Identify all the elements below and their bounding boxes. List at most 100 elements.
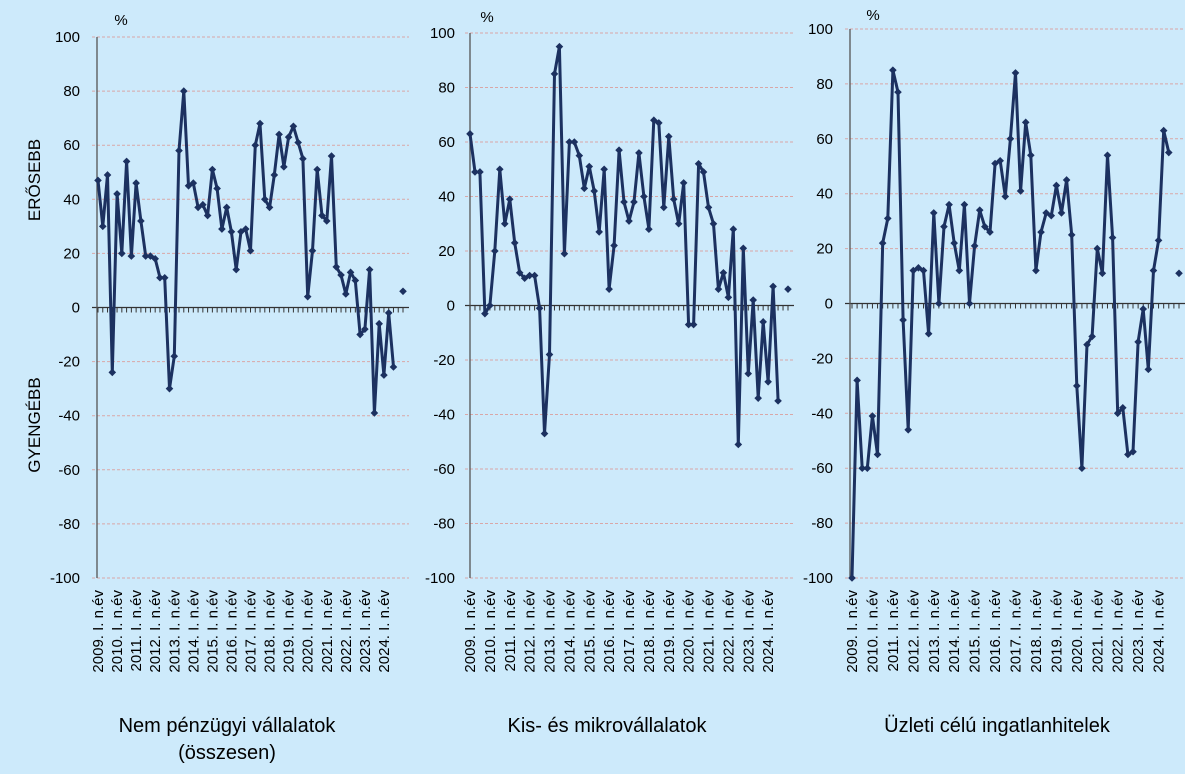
marker — [241, 225, 250, 233]
marker — [227, 227, 236, 236]
y-tick-label: -80 — [58, 516, 80, 533]
x-tick-label: 2013. I. n.év — [166, 590, 183, 673]
marker — [580, 184, 589, 193]
marker — [342, 290, 350, 298]
marker — [669, 195, 678, 204]
marker — [1118, 404, 1127, 412]
panel-title: Nem pénzügyi vállalatok — [119, 715, 337, 737]
marker — [1083, 340, 1091, 349]
y-tick-label: -20 — [58, 354, 80, 371]
y-tick-label: 20 — [438, 243, 455, 260]
marker — [156, 273, 164, 282]
marker — [170, 352, 179, 360]
marker — [1113, 409, 1122, 418]
x-tick-label: 2012. I. n.év — [522, 590, 539, 673]
x-tick-label: 2020. I. n.év — [1069, 590, 1086, 673]
marker — [94, 176, 102, 185]
y-tick-label: 40 — [438, 189, 455, 206]
marker — [975, 206, 984, 214]
x-tick-label: 2011. I. n.év — [128, 590, 145, 672]
marker — [471, 168, 479, 176]
x-tick-label: 2016. I. n.év — [223, 590, 240, 673]
marker — [1103, 151, 1112, 160]
x-tick-label: 2017. I. n.év — [243, 590, 260, 673]
y-tick-label: -20 — [811, 350, 833, 367]
marker — [1175, 269, 1183, 278]
marker — [486, 301, 494, 310]
marker — [318, 211, 326, 220]
y-tick-label: -100 — [803, 570, 833, 587]
marker — [1021, 118, 1030, 127]
x-tick-label: 2014. I. n.év — [946, 590, 963, 673]
marker — [275, 130, 283, 139]
marker — [965, 299, 974, 308]
x-tick-label: 2016. I. n.év — [601, 590, 618, 673]
marker — [986, 228, 994, 236]
marker — [674, 219, 683, 228]
marker — [555, 42, 564, 51]
marker — [384, 309, 393, 317]
marker — [899, 316, 907, 324]
marker — [894, 88, 902, 96]
marker — [208, 165, 217, 174]
x-tick-label: 2018. I. n.év — [262, 590, 279, 673]
x-tick-label: 2012. I. n.év — [905, 590, 922, 673]
marker — [655, 119, 663, 127]
marker — [118, 249, 126, 258]
marker — [744, 369, 753, 378]
marker — [955, 266, 964, 275]
marker — [232, 265, 241, 274]
marker — [645, 225, 653, 233]
marker — [940, 222, 948, 231]
marker — [1011, 69, 1020, 77]
marker — [784, 285, 792, 293]
marker — [294, 138, 302, 147]
marker — [595, 228, 603, 236]
x-tick-label: 2019. I. n.év — [281, 590, 298, 673]
y-tick-label: -20 — [433, 352, 455, 369]
marker — [1159, 126, 1168, 135]
marker — [332, 263, 341, 271]
marker — [466, 130, 474, 138]
x-tick-label: 2021. I. n.év — [701, 590, 718, 673]
marker — [284, 133, 293, 141]
y-tick-label: 0 — [825, 296, 833, 313]
marker — [1149, 266, 1158, 275]
marker — [365, 265, 374, 274]
marker — [848, 574, 856, 582]
marker — [256, 119, 264, 128]
marker — [739, 244, 748, 253]
y-tick-label: -100 — [425, 570, 455, 587]
marker — [659, 203, 668, 212]
y-tick-label: 100 — [55, 29, 80, 46]
marker — [351, 276, 360, 285]
marker — [759, 318, 767, 326]
marker — [127, 252, 136, 260]
marker — [299, 154, 307, 163]
marker — [914, 264, 923, 272]
panel-title: Üzleti célú ingatlanhitelek — [884, 715, 1111, 737]
x-tick-label: 2023. I. n.év — [740, 590, 757, 673]
marker — [868, 412, 877, 420]
marker — [1016, 187, 1025, 195]
y-tick-label: -40 — [433, 407, 455, 424]
marker — [873, 450, 882, 459]
x-tick-label: 2016. I. n.év — [987, 590, 1004, 673]
x-tick-label: 2015. I. n.év — [581, 590, 598, 673]
y-tick-label: -100 — [50, 570, 80, 587]
marker — [132, 179, 140, 187]
x-tick-label: 2013. I. n.év — [926, 590, 943, 673]
marker — [981, 222, 989, 231]
marker — [1052, 181, 1061, 190]
x-tick-label: 2018. I. n.év — [1028, 590, 1045, 673]
marker — [222, 203, 231, 212]
marker — [924, 329, 933, 338]
marker — [605, 285, 613, 293]
marker — [935, 299, 943, 308]
marker — [585, 162, 594, 171]
y-tick-label: 0 — [447, 298, 455, 315]
marker — [734, 440, 743, 449]
marker — [1042, 209, 1050, 217]
marker — [491, 247, 499, 255]
